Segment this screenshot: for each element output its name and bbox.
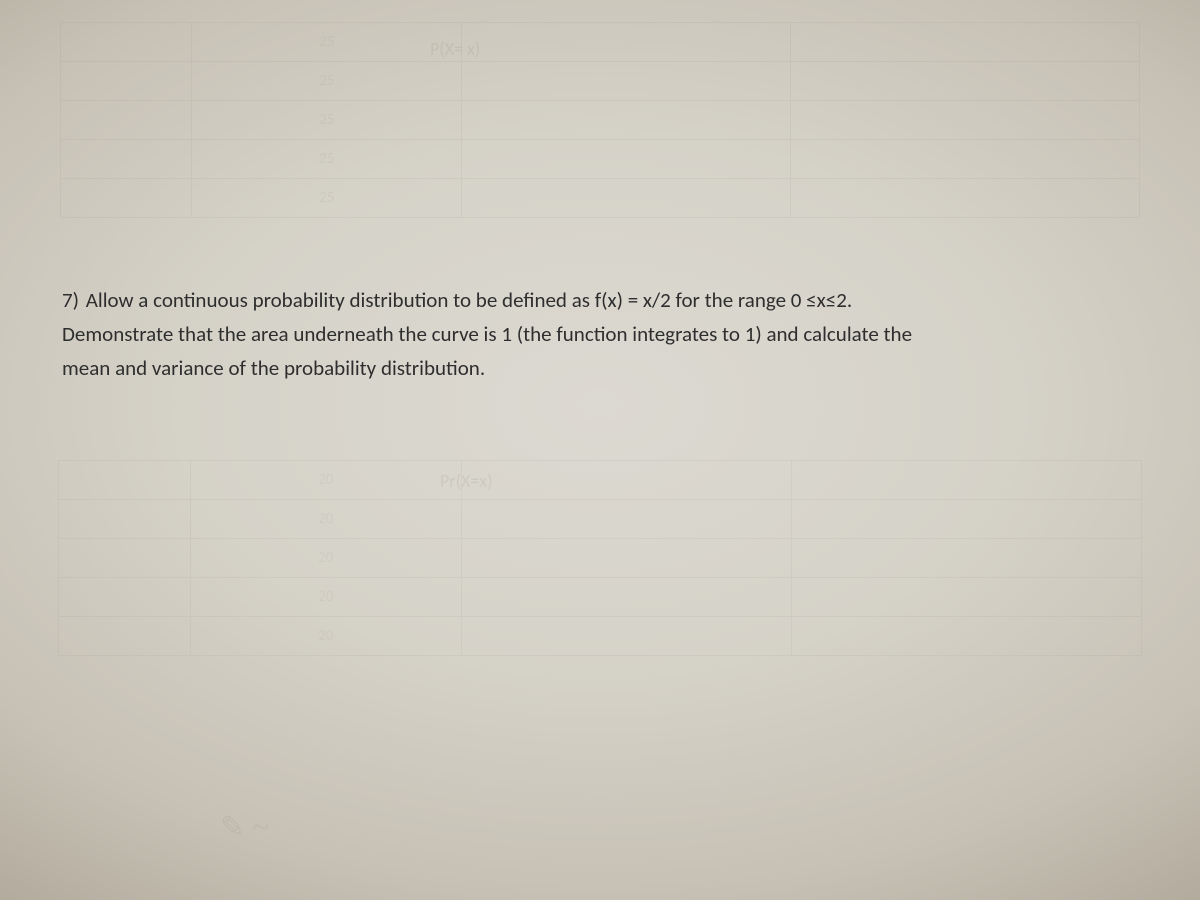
question-number: 7) xyxy=(62,287,79,313)
table-row: 25 xyxy=(61,179,1140,218)
question-7: 7) Allow a continuous probability distri… xyxy=(62,283,1142,385)
table-row: 20 xyxy=(59,500,1142,539)
question-line-3: mean and variance of the probability dis… xyxy=(62,355,485,381)
table-row: 20 xyxy=(59,539,1142,578)
table-row: 25 xyxy=(61,140,1140,179)
handwriting-smudge: ✎ ~ xyxy=(220,810,269,845)
table-row: 20 xyxy=(59,461,1142,500)
question-line-1: Allow a continuous probability distribut… xyxy=(86,287,852,313)
table-row: 25 xyxy=(61,62,1140,101)
question-line-2: Demonstrate that the area underneath the… xyxy=(62,321,912,347)
table-row: 20 xyxy=(59,578,1142,617)
ghost-table-mid: 20 20 20 20 20 xyxy=(58,460,1142,656)
ghost-table-top: 25 25 25 25 25 xyxy=(60,22,1140,218)
table-row: 25 xyxy=(61,23,1140,62)
table-row: 20 xyxy=(59,617,1142,656)
table-row: 25 xyxy=(61,101,1140,140)
